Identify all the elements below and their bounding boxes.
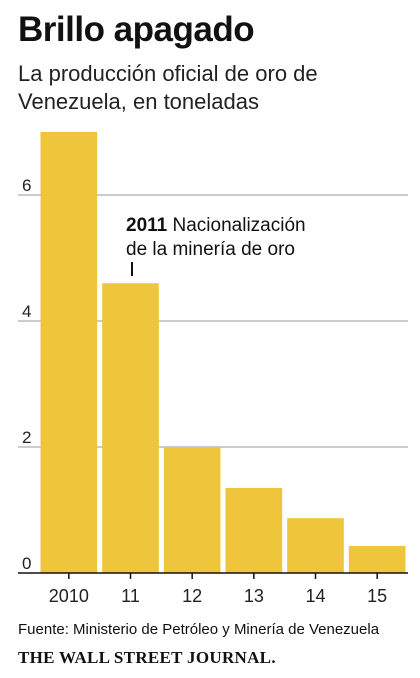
- x-tick-label: 12: [182, 586, 202, 606]
- chart-title: Brillo apagado: [18, 10, 255, 49]
- x-tick-label: 11: [121, 586, 140, 606]
- y-tick-label: 4: [22, 302, 31, 321]
- bar-14: [287, 518, 344, 573]
- x-axis-ticks: [68, 573, 378, 579]
- annotation-year: 2011: [126, 215, 168, 236]
- x-tick-labels: 2010 11 12 13 14 15: [49, 586, 387, 606]
- bar-13: [225, 487, 283, 573]
- annotation-line2: de la minería de oro: [126, 239, 295, 260]
- x-tick-label: 15: [367, 586, 387, 606]
- annotation-line1: Nacionalización: [172, 215, 306, 236]
- x-tick-label: 13: [244, 586, 264, 606]
- publisher-logo: THE WALL STREET JOURNAL.: [18, 648, 276, 667]
- y-tick-label: 0: [22, 554, 31, 573]
- bar-12: [163, 447, 221, 573]
- x-tick-label: 2010: [49, 586, 89, 606]
- y-tick-label: 2: [22, 428, 31, 447]
- y-tick-labels: 0 2 4 6: [22, 176, 31, 573]
- bar-15: [348, 545, 406, 573]
- bar-2010: [40, 132, 98, 573]
- source-note: Fuente: Ministerio de Petróleo y Minería…: [18, 621, 380, 638]
- bar-11: [102, 283, 159, 573]
- annotation: 2011 Nacionalización de la minería de or…: [126, 214, 386, 262]
- annotation-leader-line: [131, 262, 133, 276]
- bars: [40, 132, 406, 573]
- x-tick-label: 14: [305, 586, 325, 606]
- chart-subtitle: La producción oficial de oro de Venezuel…: [18, 61, 318, 114]
- y-tick-label: 6: [22, 176, 31, 195]
- bar-chart: 0 2 4 6 2010 11 12 13 14 15: [18, 132, 408, 606]
